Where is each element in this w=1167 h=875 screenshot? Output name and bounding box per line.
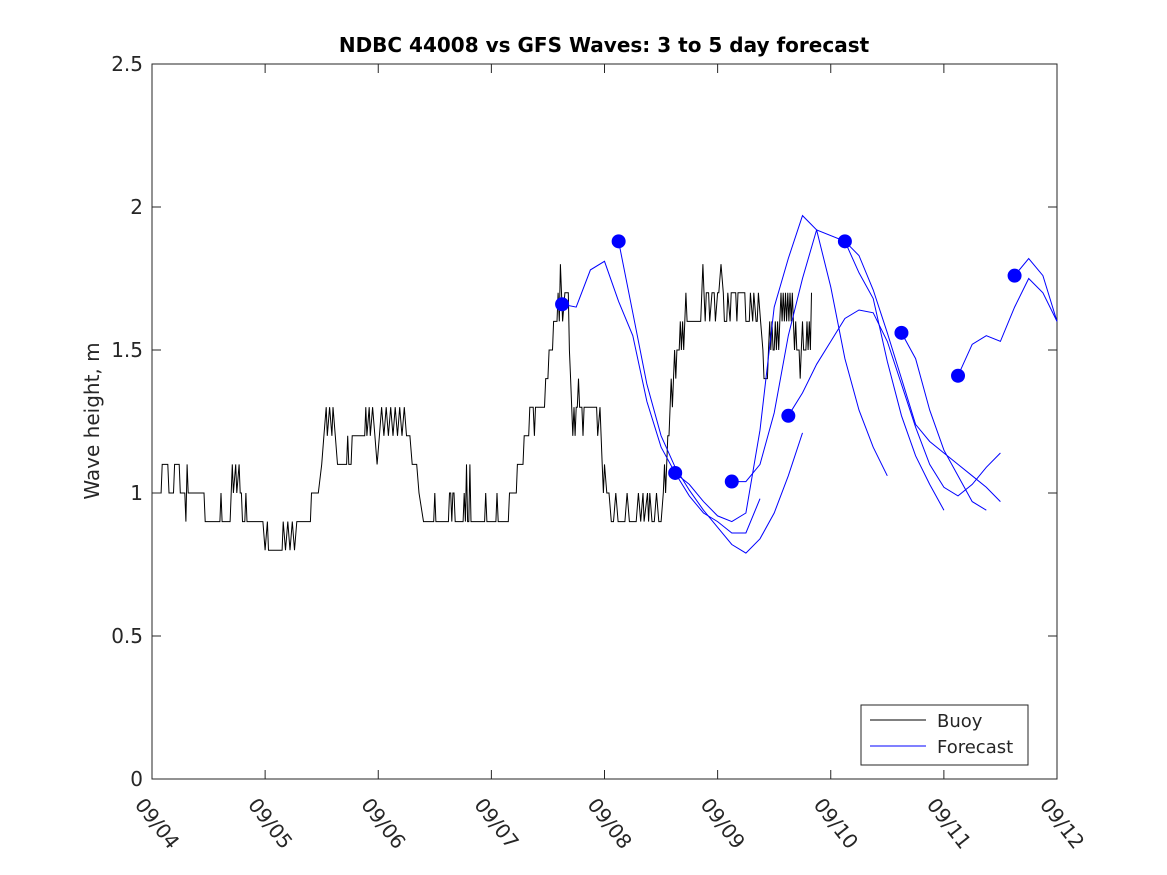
forecast-series-line xyxy=(844,240,1001,502)
y-tick-label: 0.5 xyxy=(111,624,143,648)
y-tick-label: 2.5 xyxy=(111,52,143,76)
forecast-marker xyxy=(611,234,626,249)
forecast-series-line xyxy=(674,214,888,523)
y-tick-label: 2 xyxy=(130,195,143,219)
series-lines xyxy=(152,214,1058,554)
forecast-series-line xyxy=(618,241,803,554)
forecast-series-line xyxy=(901,332,987,511)
forecast-marker xyxy=(724,474,739,489)
legend-buoy-label: Buoy xyxy=(937,711,983,732)
forecast-marker xyxy=(555,297,570,312)
y-tick-label: 1 xyxy=(130,481,143,505)
buoy-series-line xyxy=(152,264,812,551)
plot-area: 00.511.522.509/04 09/05 09/06 09/07 09/08 09/… xyxy=(111,52,1089,853)
y-axis-label: Wave height, m xyxy=(80,342,104,499)
forecast-marker xyxy=(1007,268,1022,283)
legend-forecast-label: Forecast xyxy=(937,737,1013,758)
forecast-series-line xyxy=(561,260,761,534)
forecast-marker xyxy=(894,325,909,340)
y-tick-label: 1.5 xyxy=(111,338,143,362)
legend: Buoy Forecast xyxy=(860,704,1029,766)
forecast-marker xyxy=(951,368,966,383)
legend-box xyxy=(860,704,1029,766)
y-tick-label: 0 xyxy=(130,767,143,791)
chart-title: NDBC 44008 vs GFS Waves: 3 to 5 day fore… xyxy=(339,33,870,57)
forecast-series-line xyxy=(957,277,1058,376)
forecast-markers xyxy=(555,234,1022,489)
forecast-series-line xyxy=(1014,257,1058,322)
forecast-series-line xyxy=(787,309,1001,497)
axes-box xyxy=(151,63,1058,780)
forecast-marker xyxy=(668,465,683,480)
forecast-marker xyxy=(837,234,852,249)
forecast-marker xyxy=(781,408,796,423)
